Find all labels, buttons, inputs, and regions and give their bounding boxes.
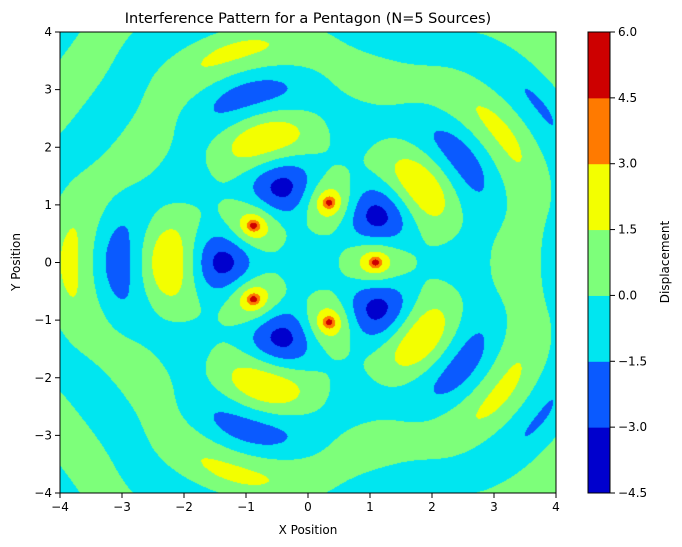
x-tick-label: 2 xyxy=(428,500,436,514)
colorbar-tick-label: 4.5 xyxy=(618,91,637,105)
x-axis: −4 −3 −2 −1 0 1 2 3 4 xyxy=(51,493,560,514)
colorbar-tick-label: 3.0 xyxy=(618,157,637,171)
colorbar-segment xyxy=(588,229,610,296)
colorbar-tick-label: 6.0 xyxy=(618,25,637,39)
colorbar xyxy=(587,31,611,494)
interference-heatmap xyxy=(60,32,556,493)
colorbar-tick-label: −3.0 xyxy=(618,420,647,434)
y-tick-label: 1 xyxy=(44,198,52,212)
x-tick-label: 0 xyxy=(304,500,312,514)
y-tick-label: −4 xyxy=(34,486,52,500)
colorbar-segment xyxy=(588,361,610,428)
x-tick-label: −4 xyxy=(51,500,69,514)
colorbar-segment xyxy=(588,163,610,231)
colorbar-ticks: −4.5 −3.0 −1.5 0.0 1.5 3.0 4.5 6.0 xyxy=(610,25,647,500)
y-tick-label: −3 xyxy=(34,428,52,442)
y-tick-label: 2 xyxy=(44,140,52,154)
y-axis-label: Y Position xyxy=(9,233,23,292)
y-axis: −4 −3 −2 −1 0 1 2 3 4 xyxy=(34,25,60,500)
colorbar-tick-label: −1.5 xyxy=(618,354,647,368)
colorbar-label: Displacement xyxy=(658,220,672,303)
colorbar-frame xyxy=(587,31,611,494)
y-tick-label: 3 xyxy=(44,83,52,97)
x-tick-label: −2 xyxy=(175,500,193,514)
x-tick-label: 3 xyxy=(490,500,498,514)
x-axis-label: X Position xyxy=(279,523,338,537)
chart-title: Interference Pattern for a Pentagon (N=5… xyxy=(125,11,491,27)
colorbar-segment xyxy=(588,97,610,165)
y-tick-label: −1 xyxy=(34,313,52,327)
colorbar-tick-label: −4.5 xyxy=(618,486,647,500)
colorbar-segment xyxy=(588,427,610,494)
colorbar-tick-label: 1.5 xyxy=(618,223,637,237)
plot-area xyxy=(59,31,557,494)
y-tick-label: 4 xyxy=(44,25,52,39)
colorbar-tick-label: 0.0 xyxy=(618,288,637,302)
y-tick-label: −2 xyxy=(34,371,52,385)
x-tick-label: −3 xyxy=(113,500,131,514)
colorbar-segment xyxy=(588,32,610,99)
colorbar-segment xyxy=(588,295,610,362)
x-tick-label: −1 xyxy=(237,500,255,514)
y-tick-label: 0 xyxy=(44,256,52,270)
x-tick-label: 4 xyxy=(552,500,560,514)
x-tick-label: 1 xyxy=(366,500,374,514)
